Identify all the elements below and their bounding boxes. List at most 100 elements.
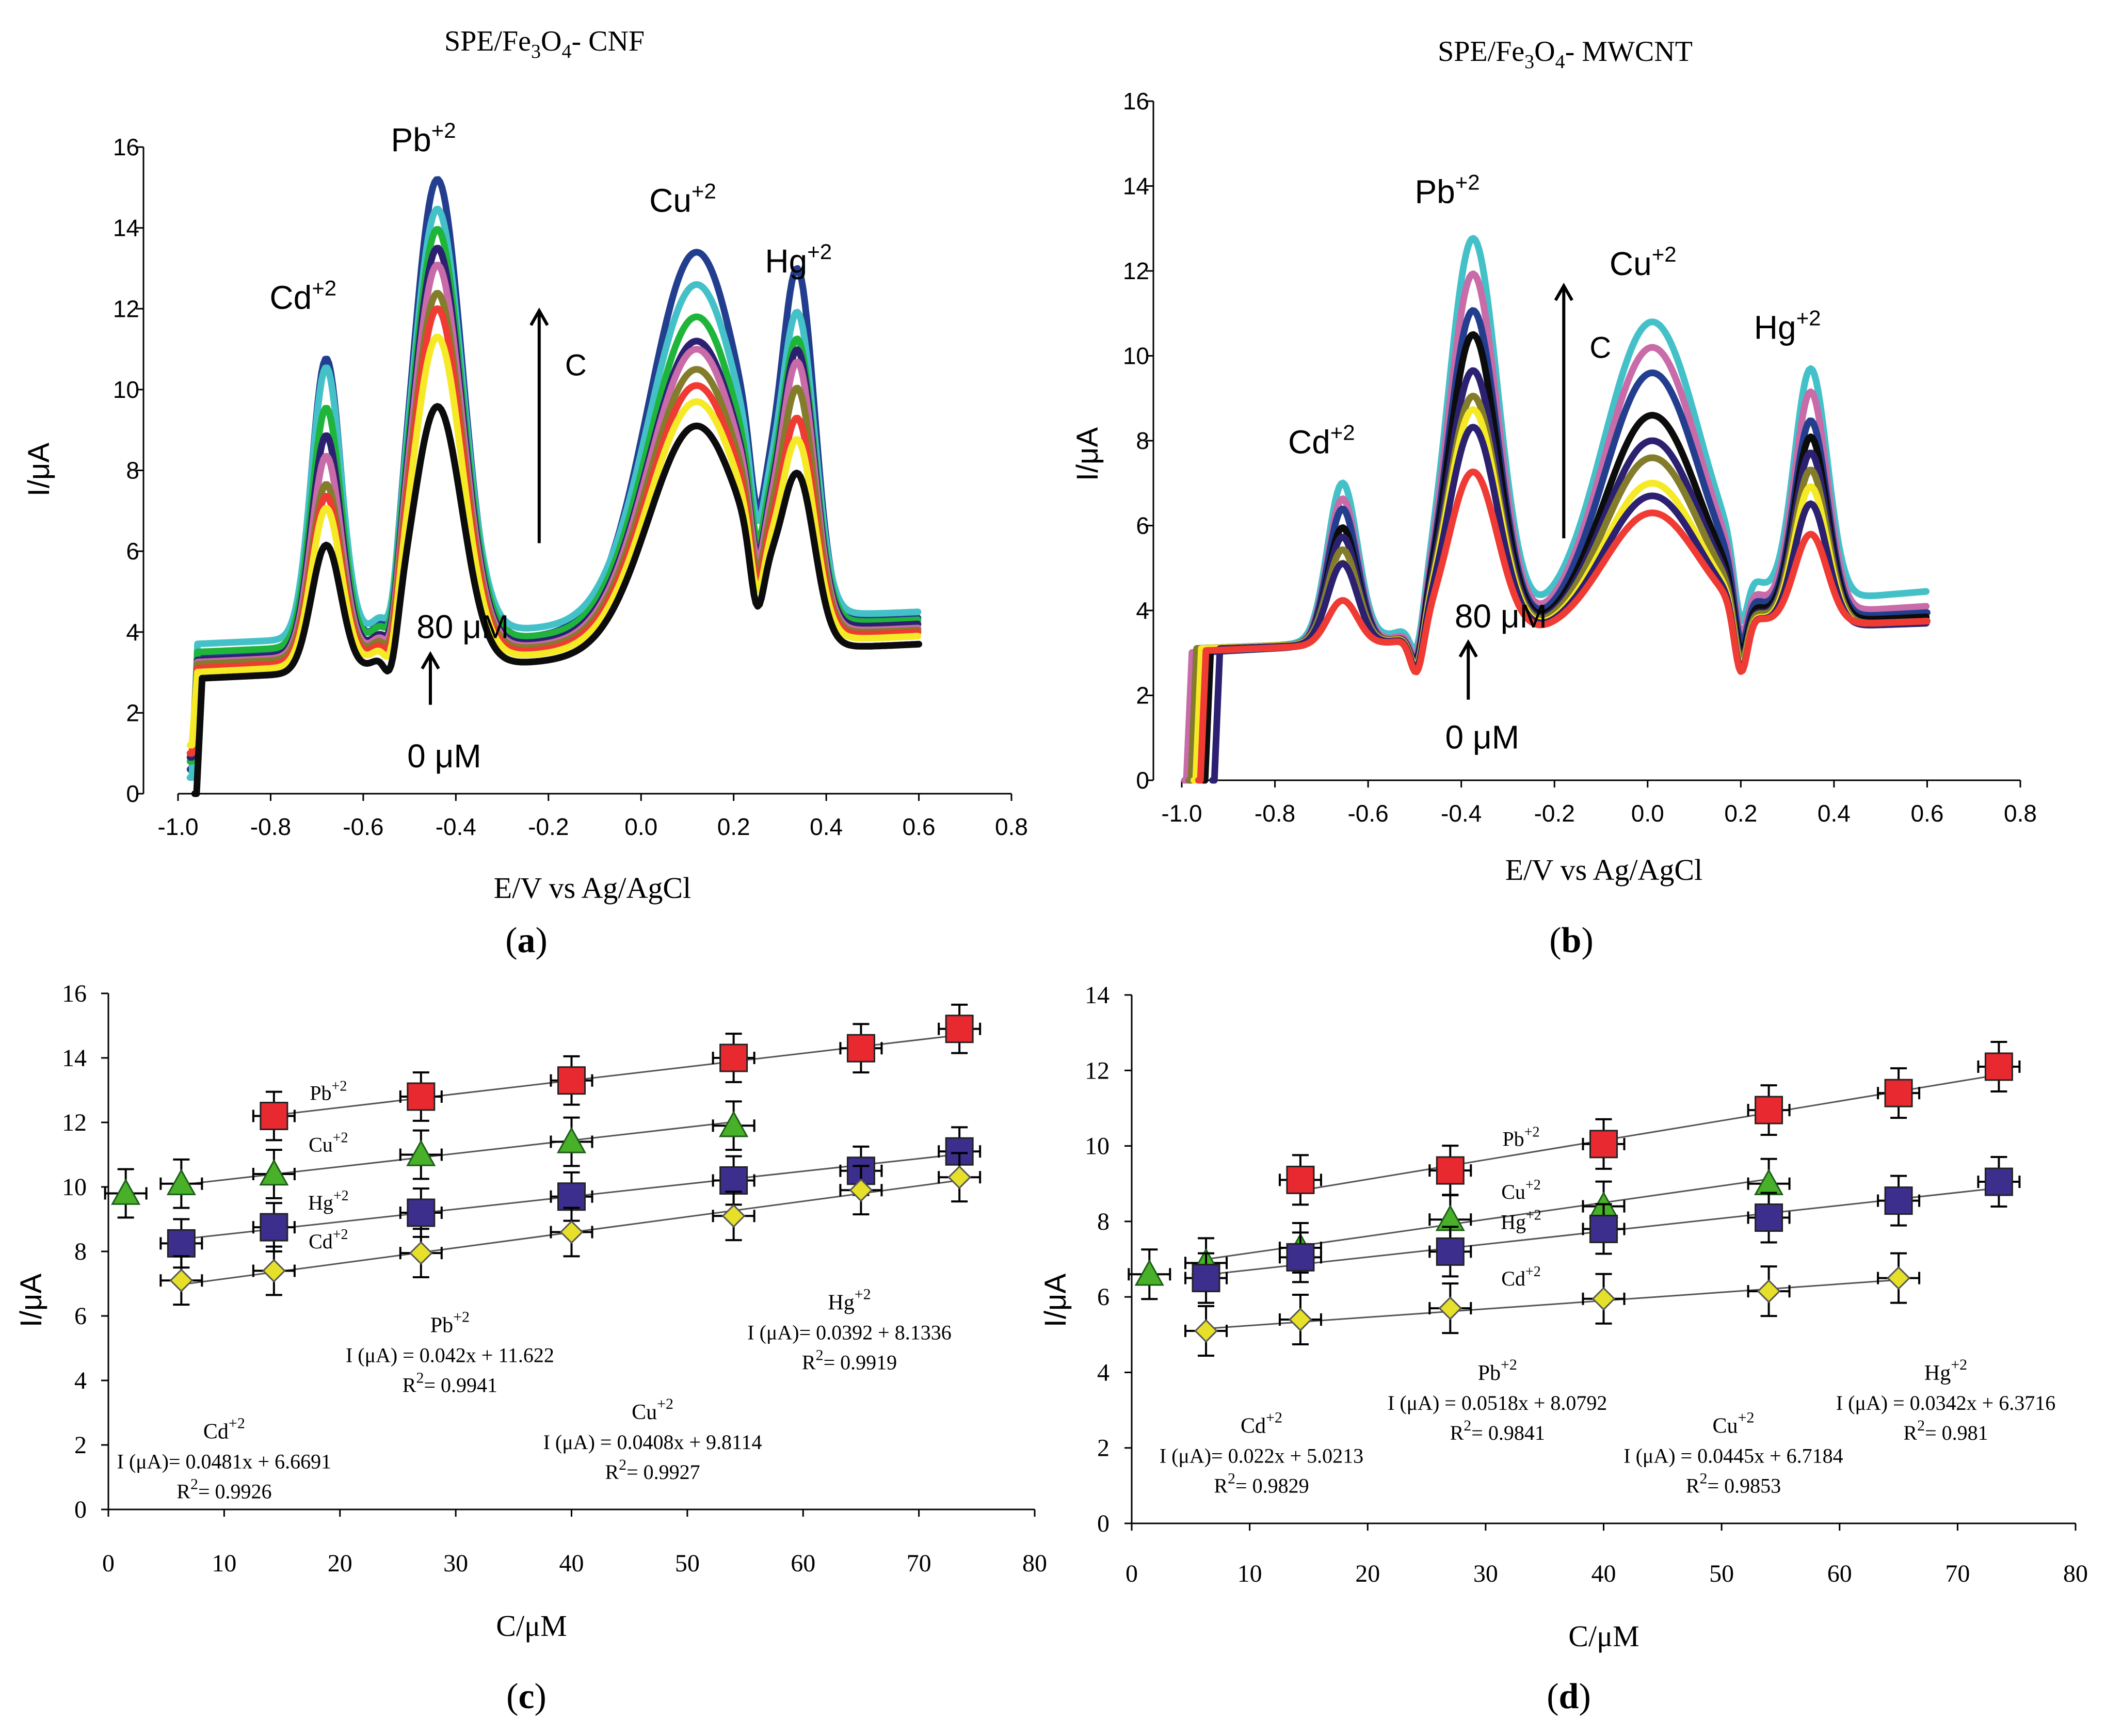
y-tick-label: 0	[1136, 767, 1149, 794]
data-point-marker	[169, 1268, 194, 1293]
peak-label: Pb+2	[1414, 170, 1480, 210]
equation-ion: Cu+2	[1713, 1409, 1755, 1438]
series-line-9	[1195, 469, 1931, 784]
equation-text: I (μA) = 0.042x + 11.622	[346, 1343, 554, 1367]
data-point-marker	[1438, 1296, 1462, 1321]
series-hg: Hg+2 Hg+2 I (μA)= 0.0392 + 8.1336 R2= 0.991…	[159, 1126, 982, 1374]
series-label: Cu+2	[1501, 1177, 1540, 1203]
peak-label: Cu+2	[1610, 242, 1677, 282]
panel-label: (b)	[1549, 921, 1594, 960]
x-tick-label: 80	[1022, 1550, 1047, 1577]
y-tick-label: 0	[126, 780, 139, 807]
y-tick-label: 6	[74, 1303, 87, 1330]
axes: -1.0 -0.8 -0.6 -0.4 -0.2 0.0 0.2 0.4 0.6 0.8 0 2 4 6 8…	[1123, 88, 2037, 827]
x-tick-label: 0.6	[903, 813, 936, 840]
series-cd: Cd+2 Cd+2 I (μA)= 0.022x + 5.0213 R2= 0.982…	[1160, 1252, 1921, 1497]
equation-text: I (μA) = 0.0445x + 6.7184	[1623, 1444, 1843, 1467]
y-tick-label: 6	[126, 538, 139, 565]
data-point-marker	[407, 1198, 436, 1227]
panel-d: 0 10 20 30 40 50 60 70 80 0 2 4 6 8 10 12 14 C/μM I/μA (d) P…	[1039, 982, 2088, 1716]
conc-bottom-label: 0 μM	[407, 737, 481, 775]
x-tick-label: -0.4	[1441, 800, 1482, 827]
axes: -1.0 -0.8 -0.6 -0.4 -0.2 0.0 0.2 0.4 0.6 0.8 0 2 4 6 8…	[113, 134, 1028, 840]
x-axis-label: C/μM	[496, 1609, 567, 1643]
equation-ion: Cd+2	[1241, 1409, 1282, 1438]
data-point-marker	[1436, 1237, 1465, 1266]
y-tick-label: 4	[1136, 597, 1149, 624]
data-point-marker	[166, 1168, 196, 1196]
x-axis-label: E/V vs Ag/AgCl	[494, 871, 691, 905]
x-tick-label: -0.8	[1255, 800, 1295, 827]
axes: 0 10 20 30 40 50 60 70 80 0 2 4 6 8 10 12 14 16	[62, 980, 1047, 1577]
equation-text: I (μA) = 0.0342x + 6.3716	[1836, 1391, 2055, 1414]
x-tick-label: 60	[791, 1550, 815, 1577]
data-point-marker	[1884, 1186, 1913, 1215]
y-tick-label: 8	[1097, 1208, 1110, 1235]
x-tick-label: 50	[1709, 1560, 1734, 1587]
x-tick-label: 0.2	[717, 813, 750, 840]
y-tick-label: 6	[1136, 512, 1149, 539]
y-tick-label: 2	[74, 1432, 87, 1459]
y-tick-label: 16	[62, 980, 87, 1007]
x-tick-label: 0.4	[810, 813, 843, 840]
y-tick-label: 2	[126, 699, 139, 726]
equation-ion: Pb+2	[430, 1308, 470, 1337]
equation-text: I (μA) = 0.0518x + 8.0792	[1388, 1391, 1607, 1414]
x-tick-label: 40	[559, 1550, 584, 1577]
data-point-marker	[1436, 1156, 1465, 1185]
series-label: Cd+2	[309, 1227, 348, 1253]
data-point-marker	[1192, 1264, 1220, 1293]
chart-title: SPE/Fe3O4- MWCNT	[1438, 36, 1693, 73]
x-tick-label: 20	[328, 1550, 352, 1577]
y-tick-label: 14	[1123, 173, 1149, 200]
y-tick-label: 16	[113, 134, 139, 160]
equation-ion: Cd+2	[203, 1415, 245, 1444]
series-label: Hg+2	[308, 1188, 349, 1214]
y-tick-label: 6	[1097, 1283, 1110, 1311]
peak-label: Cd+2	[1288, 421, 1355, 461]
y-tick-label: 14	[1085, 982, 1110, 1009]
equation-ion: Cu+2	[632, 1395, 673, 1424]
y-tick-label: 8	[74, 1238, 87, 1265]
series-cd: Cd+2 Cd+2 I (μA)= 0.0481x + 6.6691 R2= 0.99…	[117, 1152, 982, 1503]
data-point-marker	[719, 1043, 748, 1072]
x-tick-label: 50	[675, 1550, 700, 1577]
conc-arrow-head	[421, 651, 440, 670]
r-squared: R2= 0.9853	[1686, 1470, 1781, 1497]
x-tick-label: 0.2	[1724, 800, 1757, 827]
data-point-marker	[1589, 1214, 1618, 1243]
data-point-marker	[719, 1111, 749, 1137]
data-point-marker	[849, 1178, 873, 1202]
x-tick-label: -0.2	[528, 813, 569, 840]
data-point-marker	[259, 1159, 289, 1186]
data-point-marker	[559, 1220, 584, 1244]
x-tick-label: -0.6	[1347, 800, 1388, 827]
data-point-marker	[557, 1182, 586, 1211]
r-squared: R2= 0.9919	[802, 1347, 897, 1374]
series-label: Cu+2	[309, 1130, 348, 1156]
panel-label: (d)	[1547, 1677, 1591, 1716]
y-tick-label: 14	[113, 215, 139, 242]
y-tick-label: 0	[74, 1496, 87, 1523]
x-tick-label: 20	[1355, 1560, 1380, 1587]
panel-b: SPE/Fe3O4- MWCNT -1.0 -0.8 -0.6 -0.4 -0.2 0.0 0…	[1071, 36, 2037, 960]
data-point-marker	[406, 1139, 436, 1166]
data-point-marker	[1134, 1259, 1164, 1286]
panel-c: 0 10 20 30 40 50 60 70 80 0 2 4 6 8 10 12 14 16 C/μM I/μA (c…	[14, 980, 1047, 1716]
data-point-marker	[557, 1066, 586, 1095]
x-tick-label: 0	[1126, 1560, 1138, 1587]
y-tick-label: 12	[1123, 258, 1149, 284]
data-point-marker	[409, 1241, 433, 1265]
data-point-marker	[947, 1165, 972, 1190]
x-tick-label: 80	[2063, 1560, 2088, 1587]
equation-text: I (μA) = 0.0408x + 9.8114	[543, 1430, 762, 1454]
error-bar	[1428, 1282, 1472, 1335]
y-tick-label: 12	[1085, 1057, 1110, 1084]
arrow-label: C	[565, 348, 587, 382]
data-point-marker	[1194, 1319, 1218, 1343]
y-tick-label: 8	[1136, 427, 1149, 454]
arrow-label: C	[1589, 331, 1611, 365]
equation-text: I (μA)= 0.0392 + 8.1336	[747, 1321, 951, 1344]
x-tick-label: 0	[102, 1550, 115, 1577]
peak-label: Hg+2	[1754, 306, 1821, 346]
